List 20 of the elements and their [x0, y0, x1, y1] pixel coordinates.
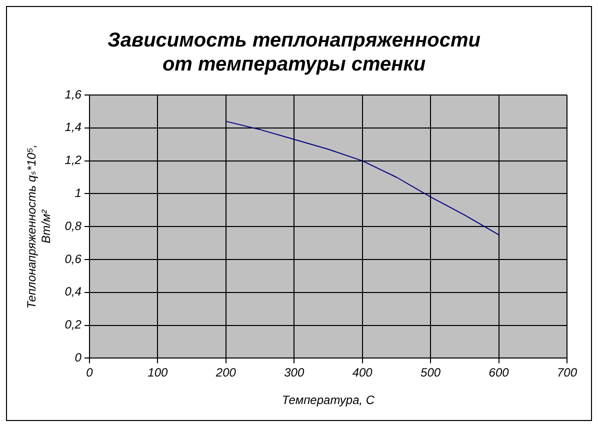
y-tick-label: 0,4 [64, 284, 82, 299]
x-tick-label: 100 [148, 366, 168, 380]
y-tick-label: 1,6 [64, 87, 82, 102]
y-tick-label: 0,6 [64, 252, 82, 266]
x-tick-label: 0 [86, 366, 94, 380]
y-tick-label: 0,2 [64, 318, 82, 332]
y-tick-label: 1,2 [64, 153, 82, 168]
x-tick-label: 300 [284, 366, 304, 380]
x-axis-title: Температура, С [282, 393, 375, 408]
x-tick-label: 200 [214, 366, 236, 380]
y-axis-title: Теплонапряженность qₛ*10⁵, Вт/м² [24, 144, 53, 309]
x-tick-label: 500 [420, 366, 441, 380]
x-tick-label: 600 [488, 366, 510, 380]
x-tick-label: 700 [556, 366, 578, 380]
x-tick-label: 400 [352, 366, 373, 380]
y-tick-label: 1,4 [64, 120, 82, 134]
y-tick-label: 1 [74, 186, 82, 200]
chart-title: Зависимость теплонапряженности от температуры стенки [108, 30, 480, 76]
y-tick-label: 0,8 [64, 218, 82, 233]
y-tick-label: 0 [74, 350, 82, 365]
